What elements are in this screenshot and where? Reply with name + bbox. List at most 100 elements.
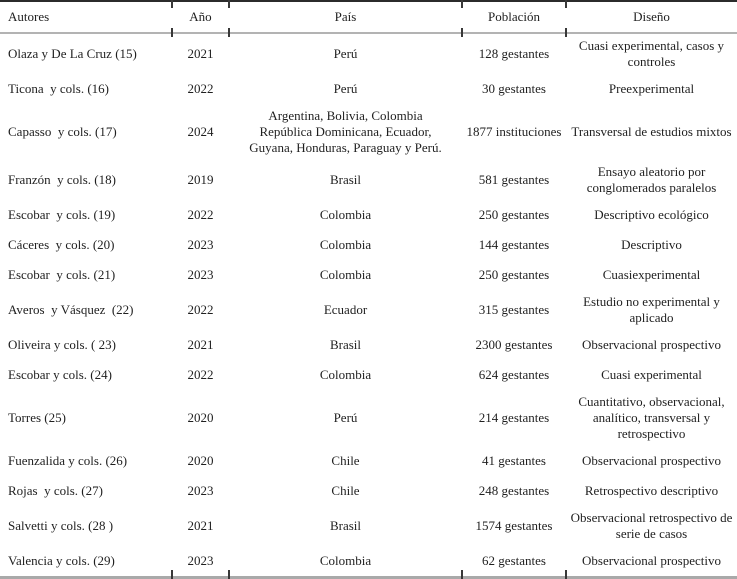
column-boundary-tick [461,28,463,37]
cell-diseno: Descriptivo [621,237,682,252]
cell-diseno: Cuantitativo, observacional, analítico, … [578,394,725,441]
table-row: Capasso y cols. (17) 2024 Argentina, Bol… [0,104,737,160]
cell-diseno: Cuasi experimental, casos y controles [578,38,725,69]
cell-poblacion: 315 gestantes [478,302,550,317]
cell-poblacion: 2300 gestantes [475,337,553,352]
cell-ano: 2021 [187,46,214,61]
cell-diseno: Observacional prospectivo [582,453,721,468]
column-boundary-tick [228,0,230,8]
column-boundary-tick [228,28,230,37]
column-header-poblacion: Población [462,1,566,34]
table-row: Rojas y cols. (27) 2023 Chile 248 gestan… [0,476,737,506]
table-row: Torres (25) 2020 Perú 214 gestantes Cuan… [0,390,737,446]
table-row: Fuenzalida y cols. (26) 2020 Chile 41 ge… [0,446,737,476]
cell-pais: Chile [331,483,360,498]
table-row: Cáceres y cols. (20) 2023 Colombia 144 g… [0,230,737,260]
cell-ano: 2023 [187,237,214,252]
table-header-row: Autores Año País Población Diseño [0,1,737,34]
cell-poblacion: 1574 gestantes [475,518,553,533]
cell-diseno: Cuasi experimental [601,367,702,382]
column-header-pais: País [229,1,462,34]
cell-autores: Valencia y cols. (29) [8,553,115,568]
cell-ano: 2023 [187,553,214,568]
cell-diseno: Descriptivo ecológico [594,207,709,222]
table-row: Escobar y cols. (21) 2023 Colombia 250 g… [0,260,737,290]
table-row: Salvetti y cols. (28 ) 2021 Brasil 1574 … [0,506,737,546]
cell-ano: 2023 [187,267,214,282]
cell-poblacion: 250 gestantes [478,267,550,282]
column-boundary-tick [171,28,173,37]
cell-diseno: Preexperimental [608,81,695,96]
table-row: Valencia y cols. (29) 2023 Colombia 62 g… [0,546,737,578]
cell-autores: Olaza y De La Cruz (15) [8,46,137,61]
cell-poblacion: 30 gestantes [482,81,546,96]
column-boundary-tick [565,570,567,579]
cell-autores: Oliveira y cols. ( 23) [8,337,116,352]
column-boundary-tick [461,0,463,8]
cell-pais: Colombia [319,207,372,222]
column-header-autores: Autores [0,1,172,34]
table-row: Oliveira y cols. ( 23) 2021 Brasil 2300 … [0,330,737,360]
cell-autores: Torres (25) [8,410,66,425]
cell-ano: 2022 [187,81,214,96]
cell-pais: Ecuador [323,302,368,317]
table-row: Escobar y cols. (24) 2022 Colombia 624 g… [0,360,737,390]
cell-ano: 2023 [187,483,214,498]
cell-diseno: Observacional prospectivo [582,553,721,568]
cell-pais: Brasil [329,337,362,352]
table-row: Averos y Vásquez (22) 2022 Ecuador 315 g… [0,290,737,330]
cell-pais: Colombia [319,367,372,382]
column-boundary-tick [171,570,173,579]
cell-pais: Colombia [319,553,372,568]
table-row: Olaza y De La Cruz (15) 2021 Perú 128 ge… [0,33,737,74]
cell-autores: Fuenzalida y cols. (26) [8,453,128,468]
cell-poblacion: 624 gestantes [478,367,550,382]
cell-autores: Salvetti y cols. (28 ) [8,518,114,533]
cell-poblacion: 128 gestantes [478,46,550,61]
cell-pais: Perú [333,410,358,425]
column-boundary-tick [565,0,567,8]
cell-diseno: Estudio no experimental y aplicado [583,294,720,325]
cell-diseno: Transversal de estudios mixtos [571,124,732,139]
cell-autores: Escobar y cols. (21) [8,267,116,282]
cell-poblacion: 41 gestantes [482,453,546,468]
cell-poblacion: 581 gestantes [478,172,550,187]
cell-ano: 2020 [187,410,214,425]
cell-diseno: Cuasiexperimental [602,267,701,282]
column-header-diseno: Diseño [566,1,737,34]
cell-ano: 2021 [187,518,214,533]
cell-pais: Chile [331,453,360,468]
cell-autores: Cáceres y cols. (20) [8,237,115,252]
cell-ano: 2024 [187,124,214,139]
cell-poblacion: 214 gestantes [478,410,550,425]
table-row: Ticona y cols. (16) 2022 Perú 30 gestant… [0,74,737,104]
cell-poblacion: 62 gestantes [482,553,546,568]
cell-poblacion: 248 gestantes [478,483,550,498]
cell-poblacion: 1877 instituciones [466,124,562,139]
column-boundary-tick [228,570,230,579]
column-header-ano: Año [172,1,229,34]
cell-diseno: Retrospectivo descriptivo [584,483,719,498]
cell-autores: Ticona y cols. (16) [8,81,109,96]
cell-ano: 2021 [187,337,214,352]
cell-diseno: Ensayo aleatorio por conglomerados paral… [586,164,717,195]
cell-pais: Colombia [319,237,372,252]
column-boundary-tick [171,0,173,8]
cell-diseno: Observacional retrospectivo de serie de … [570,510,733,541]
cell-autores: Franzón y cols. (18) [8,172,116,187]
cell-ano: 2020 [187,453,214,468]
table-row: Franzón y cols. (18) 2019 Brasil 581 ges… [0,160,737,200]
column-boundary-tick [461,570,463,579]
cell-ano: 2022 [187,302,214,317]
cell-ano: 2022 [187,367,214,382]
cell-autores: Averos y Vásquez (22) [8,302,134,317]
cell-autores: Capasso y cols. (17) [8,124,117,139]
cell-pais: Argentina, Bolivia, Colombia República D… [249,108,442,155]
cell-pais: Brasil [329,172,362,187]
cell-pais: Brasil [329,518,362,533]
cell-pais: Perú [333,81,358,96]
cell-pais: Colombia [319,267,372,282]
cell-autores: Escobar y cols. (19) [8,207,116,222]
